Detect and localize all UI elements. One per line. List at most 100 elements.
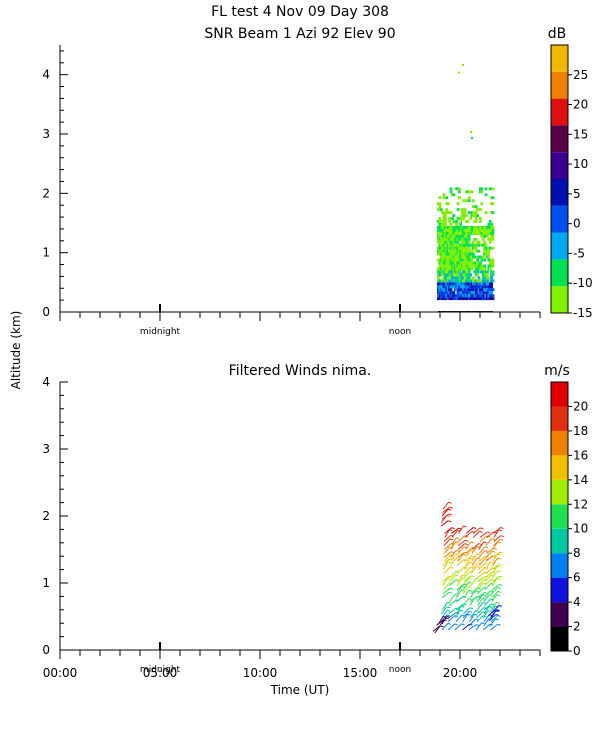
wind-barb-flag xyxy=(455,553,459,556)
snr-cell xyxy=(460,297,464,301)
snr-cell xyxy=(491,234,495,238)
wind-barb xyxy=(469,590,477,599)
wind-barb-flag xyxy=(446,609,451,612)
snr-cell xyxy=(481,282,485,286)
wind-barb-flag xyxy=(463,546,467,549)
wind-barb xyxy=(450,541,457,550)
snr-cell xyxy=(483,258,486,262)
wind-barb xyxy=(483,594,490,603)
snr-cell xyxy=(460,285,464,289)
wind-barb xyxy=(491,609,498,618)
wind-barb-flag xyxy=(463,525,467,528)
snr-cell xyxy=(453,267,457,271)
snr-cell xyxy=(467,252,471,256)
wind-barb xyxy=(442,506,451,514)
snr-cell xyxy=(481,273,485,277)
snr-cell xyxy=(453,261,457,265)
snr-cell xyxy=(446,282,450,286)
snr-baseline-dash xyxy=(478,311,481,312)
snr-cell xyxy=(455,223,458,226)
colorbar-frame xyxy=(550,44,569,314)
wind-barb xyxy=(486,531,495,538)
snr-cell xyxy=(448,217,451,220)
snr-cell xyxy=(446,285,450,289)
y-axis-label: Altitude (km) xyxy=(9,311,23,390)
wind-barb-flag xyxy=(499,575,503,578)
colorbar-tick-label: 12 xyxy=(573,497,588,511)
snr-cell xyxy=(491,246,495,250)
wind-barb xyxy=(450,550,457,558)
snr-cell xyxy=(458,285,461,289)
wind-barb xyxy=(469,614,475,623)
wind-barb-flag xyxy=(468,598,472,601)
x-tick-label: 10:00 xyxy=(243,666,278,680)
snr-cell xyxy=(480,190,484,194)
wind-barb xyxy=(455,589,462,599)
snr-cell xyxy=(474,228,478,232)
snr-cell xyxy=(488,237,492,241)
snr-cell xyxy=(479,291,482,295)
snr-cell xyxy=(474,243,478,247)
wind-barb-flag xyxy=(497,541,501,544)
wind-barb-flag xyxy=(459,609,464,612)
colorbar-segment xyxy=(551,98,568,126)
wind-barb xyxy=(463,555,472,562)
snr-cell xyxy=(456,208,460,212)
colorbar-segment xyxy=(551,528,568,554)
snr-cell xyxy=(459,246,463,250)
snr-cell xyxy=(488,246,492,250)
snr-cell xyxy=(460,288,464,292)
snr-cell xyxy=(462,63,464,66)
snr-cell xyxy=(467,264,471,268)
wind-barb xyxy=(471,545,478,554)
wind-barb xyxy=(484,579,492,587)
snr-cell xyxy=(460,234,464,238)
snr-cell xyxy=(491,187,495,191)
snr-cell xyxy=(446,264,450,268)
wind-barb xyxy=(478,562,486,570)
midnight-marker-label: midnight xyxy=(140,665,181,675)
snr-cell xyxy=(439,267,443,271)
snr-cell xyxy=(438,223,442,226)
snr-panel: 0 1 2 3 4 midnight noon xyxy=(42,45,541,337)
snr-cell xyxy=(484,211,488,215)
y-tick-label: 2 xyxy=(42,509,50,523)
snr-cell xyxy=(487,228,491,232)
snr-cell xyxy=(476,273,479,277)
wind-barb-flag xyxy=(446,606,451,609)
snr-cell xyxy=(488,267,492,271)
wind-barb xyxy=(485,561,491,570)
wind-barb xyxy=(457,574,464,582)
snr-cell xyxy=(438,240,442,244)
x-tick-label: 15:00 xyxy=(343,666,378,680)
snr-cell xyxy=(462,297,465,301)
snr-cell xyxy=(487,255,491,259)
snr-cell xyxy=(438,202,442,206)
snr-baseline-dash xyxy=(483,311,486,312)
snr-cell xyxy=(460,237,464,241)
wind-barb xyxy=(479,535,488,542)
wind-barb xyxy=(457,546,465,554)
snr-cell xyxy=(441,234,444,238)
y-tick-label: 3 xyxy=(42,127,50,141)
wind-barb-flag xyxy=(496,601,500,604)
wind-barb-flag xyxy=(470,541,474,544)
snr-cell xyxy=(462,217,465,220)
wind-barb xyxy=(463,581,469,590)
snr-cell xyxy=(476,297,479,301)
colorbar-segment xyxy=(551,626,568,651)
colorbar-tick-label: 20 xyxy=(573,399,588,413)
snr-cell xyxy=(474,264,478,268)
wind-barb xyxy=(470,587,478,595)
wind-barb xyxy=(484,574,492,582)
colorbar-segment xyxy=(551,125,568,153)
wind-barb-flag xyxy=(495,618,499,621)
snr-cell xyxy=(446,276,450,280)
snr-cell xyxy=(439,285,443,289)
snr-cell xyxy=(453,297,457,301)
wind-barb xyxy=(478,546,486,554)
colorbar-segment xyxy=(551,71,568,99)
snr-cell xyxy=(491,261,495,265)
wind-barb xyxy=(477,587,485,595)
wind-barb-flag xyxy=(484,550,488,553)
